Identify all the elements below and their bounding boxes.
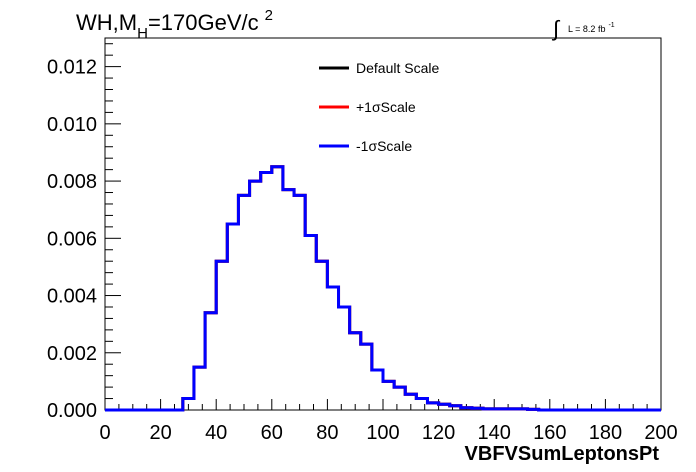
title-rest: =170GeV/c (148, 10, 259, 35)
y-tick-label: 0.010 (47, 114, 97, 136)
title-prefix: WH,M (76, 10, 137, 35)
lumi-superscript: -1 (608, 22, 614, 29)
y-axis-ticks (105, 43, 121, 411)
legend-label: Default Scale (356, 60, 439, 76)
legend-label: -1σScale (356, 138, 412, 154)
x-tick-label: 200 (644, 422, 677, 444)
y-axis-tick-labels: 0.000 0.002 0.004 0.006 0.008 0.010 0.012 (47, 57, 97, 422)
y-tick-label: 0.000 (47, 400, 97, 422)
title-superscript: 2 (265, 7, 273, 24)
series-line-2 (105, 165, 661, 412)
y-tick-label: 0.006 (47, 228, 97, 250)
series-group (105, 165, 661, 412)
lumi-integral-symbol: ∫ (551, 16, 561, 41)
x-tick-label: 160 (533, 422, 566, 444)
x-tick-label: 0 (99, 422, 110, 444)
legend-label: +1σScale (356, 99, 416, 115)
x-axis-ticks (104, 399, 662, 410)
x-tick-label: 20 (149, 422, 171, 444)
x-tick-label: 120 (422, 422, 455, 444)
x-tick-label: 180 (589, 422, 622, 444)
y-tick-label: 0.002 (47, 343, 97, 365)
y-tick-label: 0.004 (47, 286, 97, 308)
lumi-text: L = 8.2 fb (568, 24, 605, 34)
x-axis-tick-labels: 0 20 40 60 80 100 120 140 160 180 200 (99, 422, 677, 444)
x-tick-label: 40 (205, 422, 227, 444)
x-tick-label: 100 (366, 422, 399, 444)
title-subscript: H (137, 25, 148, 42)
x-tick-label: 60 (261, 422, 283, 444)
x-tick-label: 140 (478, 422, 511, 444)
y-tick-label: 0.008 (47, 171, 97, 193)
chart-title: WH,MH=170GeV/c 2 (76, 7, 273, 42)
lumi-label: L = 8.2 fb -1 (568, 22, 615, 34)
x-axis-title: VBFVSumLeptonsPt (465, 443, 660, 465)
x-tick-label: 80 (316, 422, 338, 444)
y-tick-label: 0.012 (47, 57, 97, 79)
legend: Default Scale +1σScale -1σScale (319, 60, 439, 154)
